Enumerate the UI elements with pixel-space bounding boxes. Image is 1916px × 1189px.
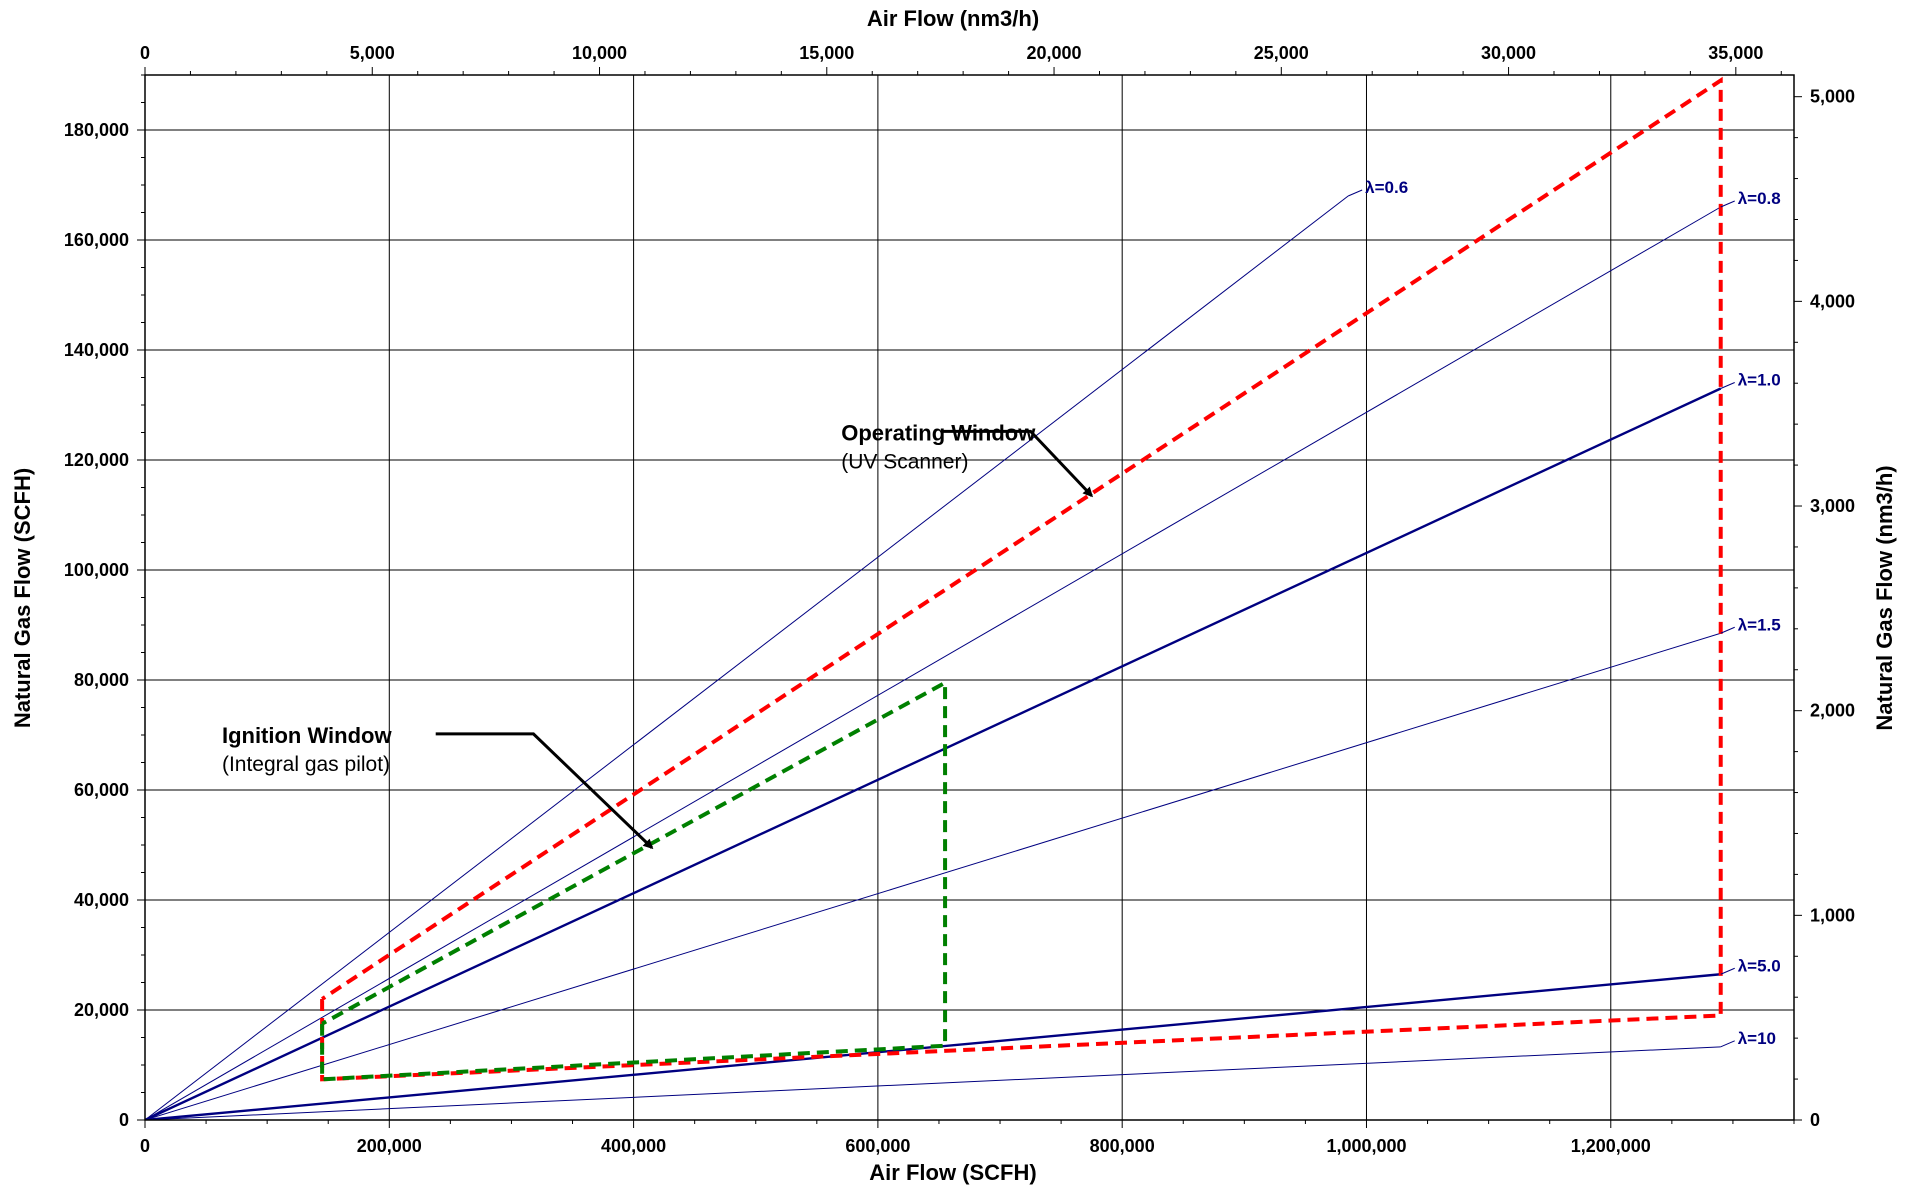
label-5-0: λ=5.0: [1738, 956, 1781, 975]
x-bottom-tick-label: 1,200,000: [1571, 1136, 1651, 1156]
y-right-tick-label: 4,000: [1810, 291, 1855, 311]
x-top-tick-label: 5,000: [350, 43, 395, 63]
x-axis-title-top: Air Flow (nm3/h): [867, 6, 1039, 31]
window-operating-window: [320, 76, 1723, 1082]
annotation-arrow-ignition-window: [435, 732, 654, 850]
y-right-tick-label: 5,000: [1810, 87, 1855, 107]
x-bottom-tick-label: 800,000: [1090, 1136, 1155, 1156]
y-right-tick-label: 1,000: [1810, 905, 1855, 925]
x-top-tick-label: 35,000: [1708, 43, 1763, 63]
x-top-tick-label: 0: [140, 43, 150, 63]
label-1-0: λ=1.0: [1738, 371, 1781, 390]
x-top-tick-label: 20,000: [1027, 43, 1082, 63]
annotation-arrow-operating-window: [941, 429, 1094, 498]
x-bottom-tick-label: 0: [140, 1136, 150, 1156]
annotation-title-operating-window: Operating Window: [841, 421, 1036, 446]
x-top-tick-label: 25,000: [1254, 43, 1309, 63]
windows: [320, 76, 1723, 1082]
plot-frame: [144, 74, 1795, 1121]
y-left-tick-label: 160,000: [64, 230, 129, 250]
annotation-subtitle-operating-window: (UV Scanner): [841, 451, 968, 474]
y-right-tick-label: 2,000: [1810, 701, 1855, 721]
y-axis-title-left: Natural Gas Flow (SCFH): [10, 468, 35, 728]
label-leader-5-0: [1720, 967, 1735, 975]
label-1-5: λ=1.5: [1738, 615, 1781, 634]
line-1-0: [145, 387, 1722, 1120]
y-left-tick-label: 60,000: [74, 780, 129, 800]
y-right-tick-label: 3,000: [1810, 496, 1855, 516]
label-leader-1-5: [1720, 626, 1735, 634]
annotation-title-ignition-window: Ignition Window: [222, 723, 393, 748]
line-0-6: [145, 195, 1349, 1120]
y-left-tick-label: 140,000: [64, 340, 129, 360]
y-left-tick-label: 180,000: [64, 120, 129, 140]
x-bottom-tick-label: 400,000: [601, 1136, 666, 1156]
y-left-tick-label: 0: [119, 1110, 129, 1130]
annotations: Operating Window (UV Scanner) Ignition Win…: [222, 421, 1094, 850]
x-top-tick-label: 10,000: [572, 43, 627, 63]
x-bottom-tick-label: 600,000: [845, 1136, 910, 1156]
x-bottom-tick-label: 200,000: [357, 1136, 422, 1156]
x-axis-title-bottom: Air Flow (SCFH): [869, 1160, 1036, 1185]
line-1-5: [145, 632, 1721, 1120]
line-10: [145, 1046, 1721, 1120]
grid: [145, 75, 1794, 1120]
y-left-tick-label: 100,000: [64, 560, 129, 580]
y-left-tick-label: 120,000: [64, 450, 129, 470]
window-ignition-window: [320, 679, 948, 1082]
annotation-subtitle-ignition-window: (Integral gas pilot): [222, 753, 390, 776]
y-left-tick-label: 20,000: [74, 1000, 129, 1020]
line-0-8: [145, 206, 1721, 1120]
y-axis-title-right: Natural Gas Flow (nm3/h): [1872, 465, 1897, 730]
label-10: λ=10: [1738, 1029, 1776, 1048]
x-bottom-tick-label: 1,000,000: [1326, 1136, 1406, 1156]
axis-ticks: [137, 67, 1802, 1128]
lambda-labels: λ=0.6 λ=0.8 λ=1.0 λ=1.5 λ=5.0 λ=10: [1347, 178, 1781, 1048]
y-right-tick-label: 0: [1810, 1110, 1820, 1130]
tick-labels: 0 200,000 400,000 600,000 800,000 1,000,000 1,…: [64, 43, 1855, 1156]
lambda-lines: [145, 195, 1722, 1120]
label-leader-10: [1720, 1040, 1735, 1048]
label-0-6: λ=0.6: [1365, 178, 1408, 197]
label-leader-0-8: [1720, 200, 1735, 208]
y-left-tick-label: 80,000: [74, 670, 129, 690]
y-left-tick-label: 40,000: [74, 890, 129, 910]
label-leader-0-6: [1347, 189, 1363, 197]
x-top-tick-label: 30,000: [1481, 43, 1536, 63]
label-leader-1-0: [1720, 382, 1735, 389]
x-top-tick-label: 15,000: [799, 43, 854, 63]
label-0-8: λ=0.8: [1738, 189, 1781, 208]
